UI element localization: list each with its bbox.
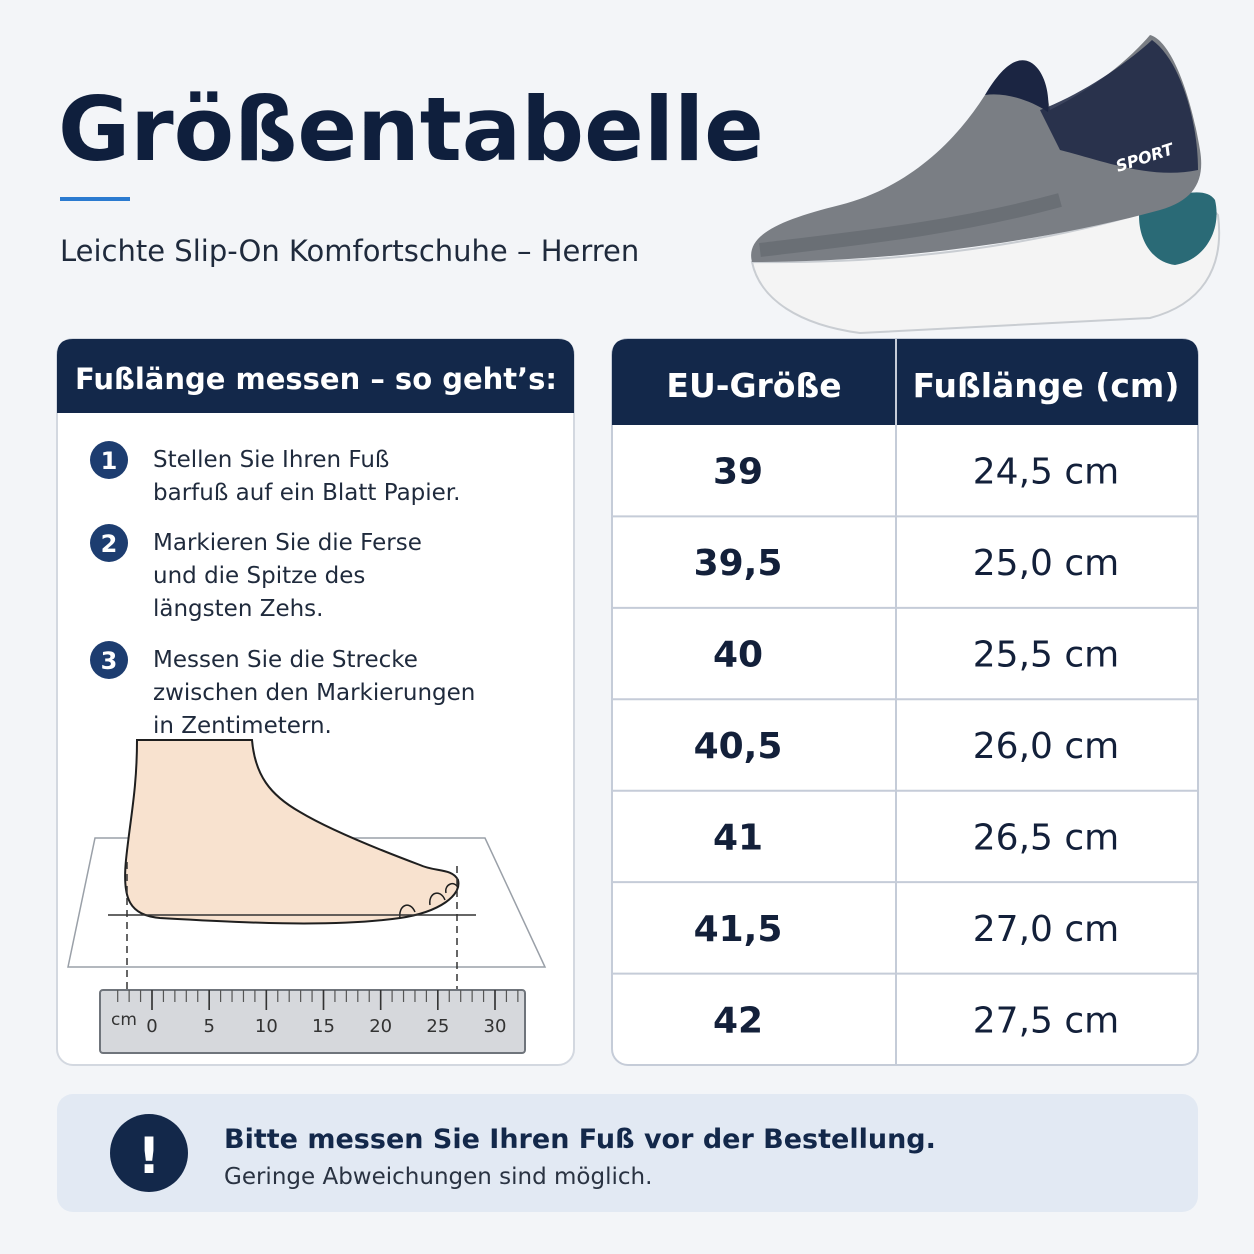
step-badge xyxy=(90,641,128,679)
step-text: barfuß auf ein Blatt Papier. xyxy=(153,480,460,506)
step-text: in Zentimetern. xyxy=(153,713,332,739)
length-cell: 25,0 cm xyxy=(973,543,1119,584)
step-number: 3 xyxy=(101,647,118,675)
notice-title: Bitte messen Sie Ihren Fuß vor der Beste… xyxy=(224,1124,936,1155)
step-text: Stellen Sie Ihren Fuß xyxy=(153,447,389,473)
length-cell: 27,0 cm xyxy=(973,909,1119,950)
notice-text: Geringe Abweichungen sind möglich. xyxy=(224,1164,652,1190)
step-number: 2 xyxy=(101,530,118,558)
subtitle: Leichte Slip-On Komfortschuhe – Herren xyxy=(60,234,639,268)
size-cell: 41,5 xyxy=(694,909,783,950)
shoe-image: SPORT xyxy=(750,35,1221,335)
title: Größentabelle xyxy=(58,78,764,181)
ruler-unit: cm xyxy=(111,1010,137,1030)
ruler-label: 30 xyxy=(484,1016,507,1037)
step-text: längsten Zehs. xyxy=(153,596,323,622)
step-number: 1 xyxy=(101,447,118,475)
table-header: EU-Größe xyxy=(666,366,841,405)
notice-icon: ! xyxy=(138,1127,161,1185)
size-cell: 42 xyxy=(713,1000,763,1041)
ruler-label: 20 xyxy=(369,1016,392,1037)
length-cell: 24,5 cm xyxy=(973,452,1119,493)
step-text: zwischen den Markierungen xyxy=(153,680,475,706)
size-cell: 40 xyxy=(713,635,763,676)
instructions-title: Fußlänge messen – so geht’s: xyxy=(75,362,557,396)
step-text: und die Spitze des xyxy=(153,563,365,589)
size-cell: 39 xyxy=(713,452,763,493)
size-cell: 40,5 xyxy=(694,726,783,767)
instructions-card: Fußlänge messen – so geht’s: 1 Stellen Si… xyxy=(56,338,575,1066)
table-header: Fußlänge (cm) xyxy=(913,366,1180,405)
title-underline xyxy=(60,197,130,201)
length-cell: 26,0 cm xyxy=(973,726,1119,767)
ruler-label: 0 xyxy=(146,1016,157,1037)
size-cell: 39,5 xyxy=(694,543,783,584)
ruler-label: 15 xyxy=(312,1016,335,1037)
length-cell: 26,5 cm xyxy=(973,817,1119,858)
ruler-label: 5 xyxy=(203,1016,214,1037)
step-text: Messen Sie die Strecke xyxy=(153,647,418,673)
step-badge xyxy=(90,524,128,562)
step-badge xyxy=(90,441,128,479)
size-table: EU-Größe Fußlänge (cm) 39 24,5 cm 39,5 25,0 c… xyxy=(611,338,1199,1066)
step-text: Markieren Sie die Ferse xyxy=(153,530,422,556)
length-cell: 27,5 cm xyxy=(973,1000,1119,1041)
length-cell: 25,5 cm xyxy=(973,635,1119,676)
ruler-label: 25 xyxy=(426,1016,449,1037)
notice: ! Bitte messen Sie Ihren Fuß vor der Bes… xyxy=(57,1094,1198,1212)
ruler-label: 10 xyxy=(255,1016,278,1037)
size-cell: 41 xyxy=(713,817,763,858)
